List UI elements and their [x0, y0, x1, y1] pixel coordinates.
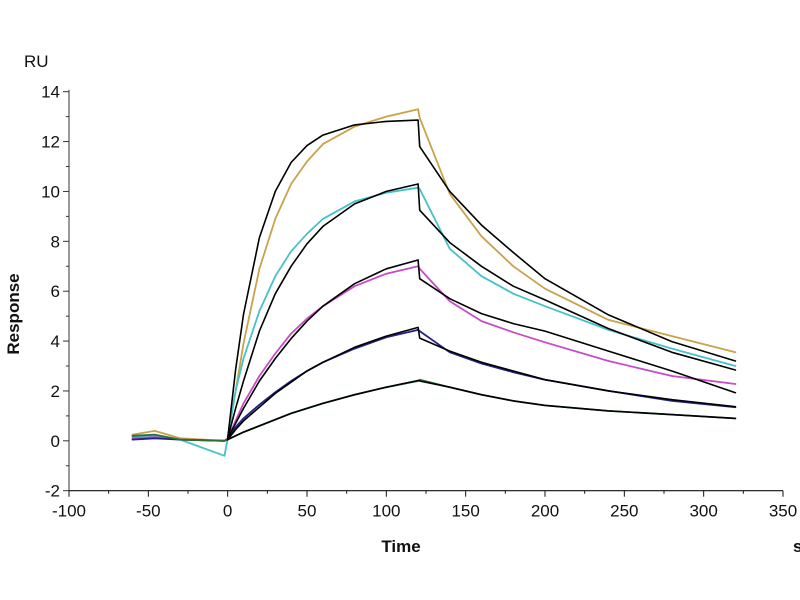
series-line-data-3	[131, 265, 737, 442]
axes: -2 0 2 4 6 8 10 12 14 -100 -50 0 50 100 150 200 250 300 35…	[41, 83, 797, 521]
y-tick-label: 12	[41, 133, 60, 152]
series-group	[131, 108, 737, 457]
x-unit-label: s	[793, 537, 800, 556]
x-tick-label: 0	[223, 502, 232, 521]
y-axis-title: Response	[4, 273, 23, 354]
x-tick-label: 150	[451, 502, 479, 521]
series-line-data-4	[131, 329, 737, 442]
series-line-fit-5	[226, 379, 737, 441]
series-line-fit-4	[226, 326, 737, 441]
y-tick-label: 6	[51, 282, 60, 301]
y-tick-label: 4	[51, 332, 60, 351]
y-unit-label: RU	[24, 52, 49, 71]
x-tick-label: 300	[689, 502, 717, 521]
y-tick-label: -2	[45, 482, 60, 501]
y-tick-label: 2	[51, 382, 60, 401]
x-axis-title: Time	[381, 537, 420, 556]
series-line-fit-2	[226, 183, 737, 440]
series-line-data-5	[131, 378, 737, 442]
y-tick-label: 14	[41, 83, 60, 102]
x-tick-label: -100	[52, 502, 86, 521]
series-line-data-1	[131, 108, 737, 442]
x-tick-label: -50	[136, 502, 161, 521]
x-tick-label: 50	[298, 502, 317, 521]
x-tick-label: 200	[531, 502, 559, 521]
y-tick-label: 10	[41, 182, 60, 201]
series-line-fit-1	[226, 119, 737, 440]
y-tick-label: 0	[51, 432, 60, 451]
x-tick-label: 100	[372, 502, 400, 521]
x-tick-label: 350	[769, 502, 797, 521]
series-line-data-2	[131, 186, 737, 457]
y-tick-label: 8	[51, 232, 60, 251]
x-tick-label: 250	[610, 502, 638, 521]
series-line-fit-3	[226, 259, 737, 440]
